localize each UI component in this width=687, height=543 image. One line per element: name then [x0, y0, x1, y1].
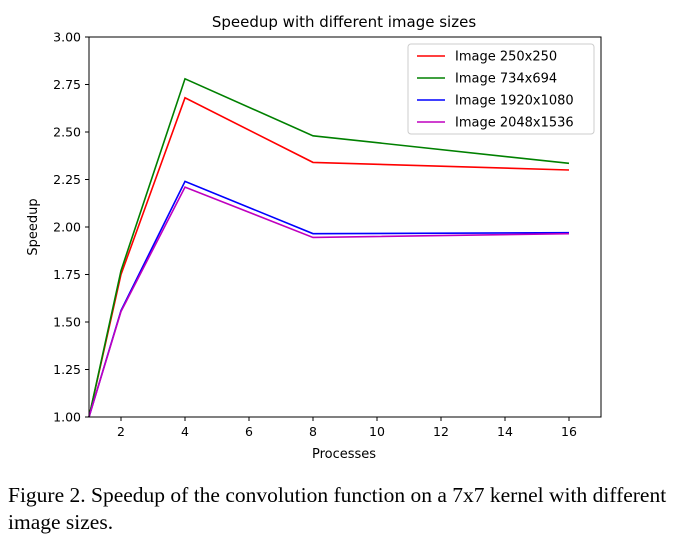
- figure-caption: Figure 2. Speedup of the convolution fun…: [8, 483, 667, 534]
- y-axis-label: Speedup: [26, 198, 41, 255]
- legend-label-2: Image 734x694: [455, 72, 557, 87]
- y-tick-label: 2.25: [53, 172, 81, 187]
- y-tick-label: 3.00: [53, 30, 81, 45]
- legend-label-4: Image 2048x1536: [455, 116, 574, 131]
- y-tick-label: 2.75: [53, 77, 81, 92]
- x-tick-label: 2: [117, 424, 125, 439]
- y-tick-label: 2.00: [53, 220, 81, 235]
- y-tick-label: 1.75: [53, 267, 81, 282]
- y-tick-label: 1.00: [53, 410, 81, 425]
- y-tick-label: 1.25: [53, 362, 81, 377]
- x-tick-label: 14: [497, 424, 513, 439]
- series-line-1: [88, 96, 570, 418]
- x-tick-label: 8: [309, 424, 317, 439]
- plot-area: 2 4 6 8 10 12 14 16 1.00 1.25 1.50 1.75 2.00 2.25 2.50…: [53, 30, 602, 439]
- x-tick-label: 12: [433, 424, 449, 439]
- x-tick-label: 10: [369, 424, 385, 439]
- x-tick-label: 6: [245, 424, 253, 439]
- x-axis-label: Processes: [312, 447, 376, 462]
- series-line-4: [88, 186, 570, 418]
- legend-label-3: Image 1920x1080: [455, 94, 574, 109]
- chart-title: Speedup with different image sizes: [212, 13, 476, 31]
- legend-label-1: Image 250x250: [455, 50, 557, 65]
- series-line-3: [88, 180, 570, 418]
- series-line-2: [88, 77, 570, 418]
- x-tick-label: 4: [181, 424, 189, 439]
- y-tick-label: 2.50: [53, 125, 81, 140]
- speedup-line-chart: Speedup with different image sizes 2 4 6 8 1…: [26, 13, 602, 462]
- x-tick-label: 16: [561, 424, 577, 439]
- y-tick-label: 1.50: [53, 315, 81, 330]
- legend: Image 250x250 Image 734x694 Image 1920x108…: [407, 43, 595, 135]
- legend-box: [407, 43, 595, 135]
